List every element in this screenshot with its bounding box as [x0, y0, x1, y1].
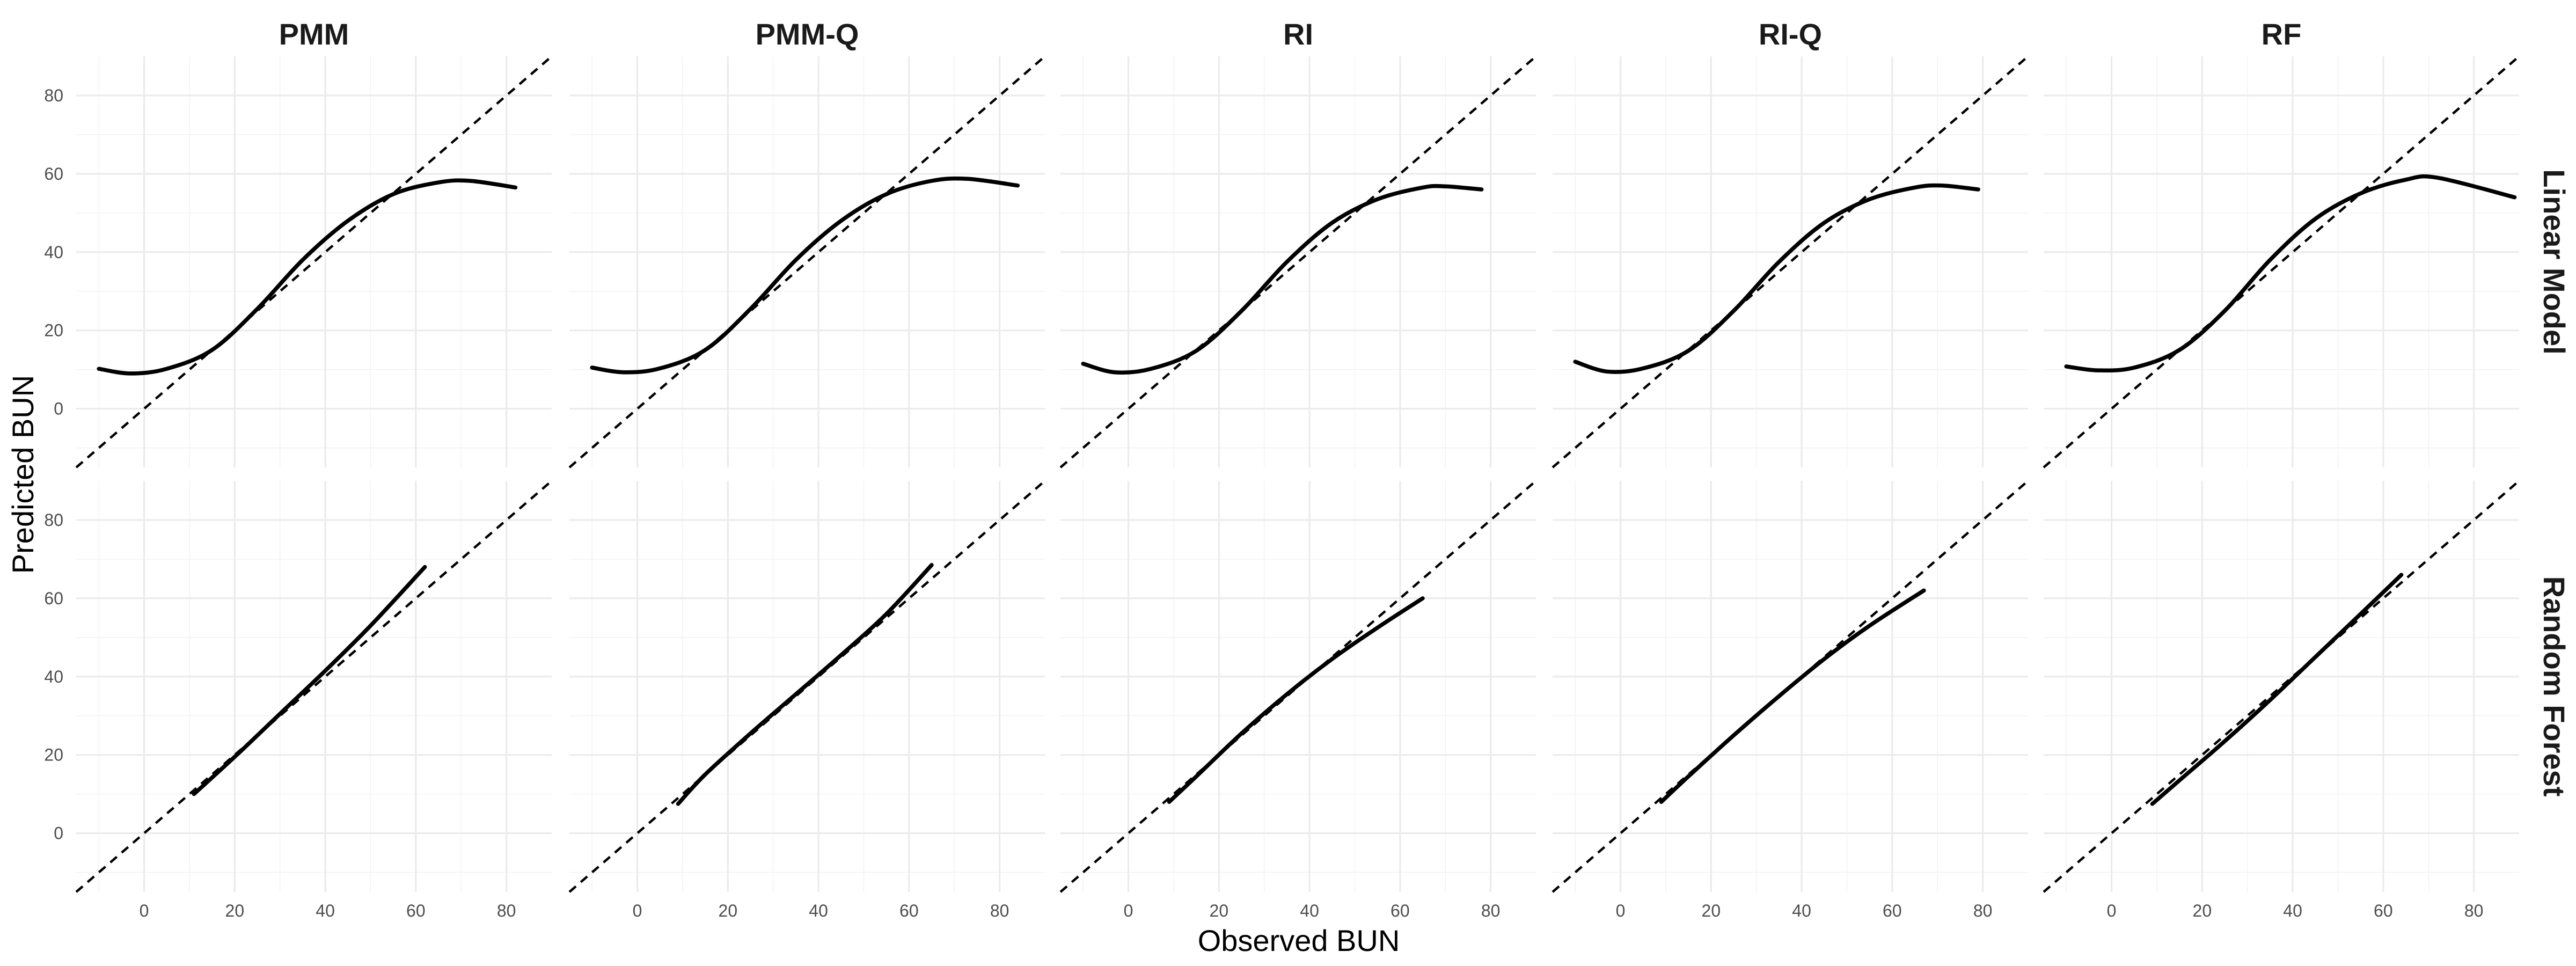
- facet-title-ri: RI: [1283, 17, 1313, 51]
- x-tick-label: 40: [2283, 901, 2302, 920]
- y-tick-label: 40: [44, 667, 63, 686]
- x-axis-title: Observed BUN: [1198, 924, 1400, 957]
- x-tick-label: 20: [2193, 901, 2212, 920]
- fit-line-linear-model-pmm-q: [590, 176, 1020, 375]
- x-tick-label: 80: [497, 901, 516, 920]
- x-tick-label: 0: [1124, 901, 1133, 920]
- facet-title-rf: RF: [2262, 17, 2302, 51]
- fit-line-random-forest-ri: [1167, 596, 1425, 804]
- x-tick-label: 80: [1973, 901, 1993, 920]
- x-tick-label: 60: [899, 901, 919, 920]
- fit-line-random-forest-ri-q: [1659, 588, 1926, 804]
- identity-line: [75, 55, 553, 469]
- facet-title-ri-q: RI-Q: [1759, 17, 1822, 51]
- y-tick-label: 60: [44, 589, 63, 608]
- row-label-linear-model: Linear Model: [2537, 169, 2571, 354]
- x-tick-label: 40: [809, 901, 828, 920]
- fit-line-random-forest-rf: [2150, 573, 2404, 806]
- x-tick-label: 80: [1481, 901, 1501, 920]
- identity-line: [568, 55, 1046, 469]
- x-tick-label: 40: [1792, 901, 1811, 920]
- facet-title-pmm-q: PMM-Q: [756, 17, 859, 51]
- facet-title-pmm: PMM: [279, 17, 349, 51]
- identity-line: [1059, 55, 1537, 469]
- x-tick-label: 20: [1702, 901, 1721, 920]
- x-tick-label: 0: [633, 901, 642, 920]
- fit-line-random-forest-pmm: [192, 565, 427, 796]
- y-tick-label: 80: [44, 510, 63, 530]
- identity-line: [2043, 55, 2520, 469]
- x-tick-label: 0: [140, 901, 149, 920]
- identity-line: [1552, 55, 2029, 469]
- x-tick-label: 60: [1883, 901, 1902, 920]
- fit-line-linear-model-rf: [2064, 174, 2517, 373]
- x-tick-label: 40: [316, 901, 335, 920]
- x-tick-label: 80: [990, 901, 1009, 920]
- x-tick-label: 40: [1300, 901, 1319, 920]
- y-tick-label: 80: [44, 86, 63, 105]
- y-tick-label: 20: [44, 745, 63, 765]
- fit-line-random-forest-pmm-q: [676, 563, 934, 806]
- x-tick-label: 60: [2374, 901, 2393, 920]
- x-tick-label: 0: [2107, 901, 2117, 920]
- identity-line: [2043, 480, 2520, 893]
- fit-line-linear-model-pmm: [97, 178, 518, 376]
- identity-line: [75, 480, 553, 893]
- x-tick-label: 60: [406, 901, 426, 920]
- x-tick-label: 60: [1391, 901, 1410, 920]
- y-axis-title: Predicted BUN: [6, 375, 40, 574]
- x-tick-label: 20: [719, 901, 738, 920]
- x-tick-label: 80: [2464, 901, 2484, 920]
- x-tick-label: 20: [225, 901, 245, 920]
- fit-line-linear-model-ri: [1081, 184, 1484, 375]
- y-tick-label: 0: [54, 399, 63, 419]
- x-tick-label: 0: [1616, 901, 1626, 920]
- row-label-random-forest: Random Forest: [2537, 576, 2571, 797]
- y-tick-label: 40: [44, 243, 63, 262]
- fit-line-linear-model-ri-q: [1573, 183, 1980, 374]
- y-tick-label: 0: [54, 824, 63, 843]
- y-tick-label: 20: [44, 321, 63, 340]
- x-tick-label: 20: [1210, 901, 1229, 920]
- y-tick-label: 60: [44, 164, 63, 184]
